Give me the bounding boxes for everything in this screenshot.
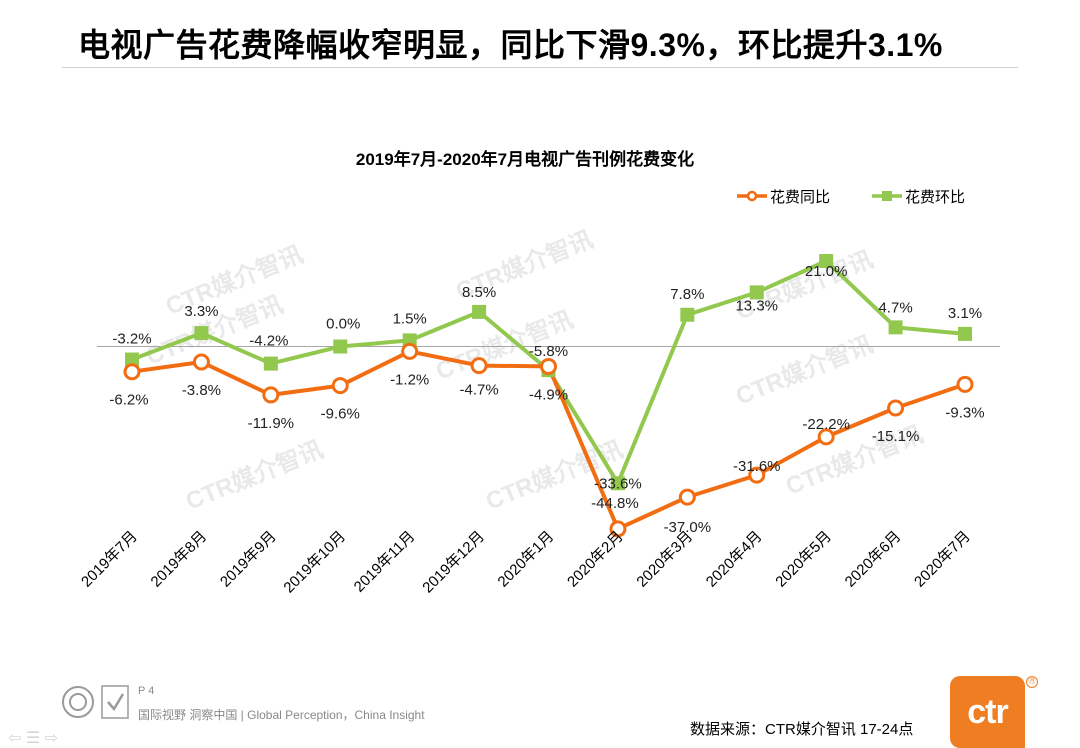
x-tick-label: 2020年4月 [703, 528, 766, 591]
data-label-mom: 1.5% [393, 310, 427, 327]
legend-marker-0 [746, 190, 758, 202]
legend-marker-1 [882, 191, 892, 201]
x-tick-label: 2019年7月 [78, 528, 141, 591]
data-label-mom: 3.3% [184, 303, 218, 320]
data-point-yoy [609, 520, 627, 538]
data-point-mom [125, 352, 139, 367]
data-label-yoy: -1.2% [390, 371, 429, 388]
x-tick-label: 2020年6月 [842, 528, 905, 591]
data-point-yoy [540, 357, 557, 375]
data-label-yoy: -31.6% [733, 458, 781, 475]
chart-title: 2019年7月-2020年7月电视广告刊例花费变化 [356, 149, 694, 169]
data-point-mom [888, 320, 903, 335]
data-point-yoy [678, 488, 696, 506]
x-tick-label: 2019年10月 [280, 528, 349, 597]
watermark-text: CTR媒介智讯 [732, 330, 877, 410]
series-line-yoy [131, 349, 966, 531]
data-label-yoy: -22.2% [802, 416, 850, 433]
data-point-yoy [262, 386, 280, 404]
data-source: 数据来源：CTR媒介智讯 17-24点 [690, 721, 914, 738]
watermark-text: CTR媒介智讯 [182, 435, 327, 515]
data-label-yoy: -9.6% [321, 406, 360, 423]
data-point-yoy [956, 375, 974, 393]
data-point-mom [680, 307, 695, 322]
data-point-yoy [817, 428, 835, 446]
data-point-yoy [123, 363, 141, 381]
data-point-mom [194, 326, 209, 341]
data-label-mom: -3.2% [112, 331, 151, 348]
footer-tagline: 国际视野 洞察中国 | Global Perception，China Insi… [138, 708, 425, 722]
data-point-mom [263, 356, 278, 371]
x-tick-label: 2020年2月 [564, 528, 627, 591]
data-point-yoy [192, 353, 210, 371]
data-label-mom: -5.8% [529, 343, 568, 360]
ctr-logo: ctr [950, 676, 1025, 748]
data-label-mom: 8.5% [462, 284, 496, 301]
data-label-yoy: -37.0% [664, 519, 712, 536]
data-label-yoy: -6.2% [109, 392, 148, 409]
legend-label-0: 花费同比 [770, 189, 830, 206]
title-divider [62, 67, 1018, 68]
x-tick-label: 2019年12月 [419, 528, 488, 597]
page-number: P 4 [138, 685, 155, 697]
data-label-yoy: -9.3% [945, 404, 984, 421]
x-tick-label: 2019年8月 [148, 528, 211, 591]
data-label-mom: 3.1% [948, 305, 982, 322]
data-label-mom: 4.7% [878, 299, 912, 316]
data-label-yoy: -11.9% [248, 415, 294, 432]
slide-title: 电视广告花费降幅收窄明显，同比下滑9.3%，环比提升3.1% [78, 27, 943, 63]
data-label-mom: 21.0% [805, 263, 848, 280]
data-label-yoy: -4.7% [459, 382, 498, 399]
x-tick-label: 2020年1月 [495, 528, 558, 591]
data-point-yoy [470, 357, 488, 375]
data-point-yoy [331, 377, 349, 395]
data-label-mom: 0.0% [326, 316, 360, 333]
data-point-mom [472, 304, 487, 319]
data-label-yoy: -3.8% [182, 382, 221, 399]
data-point-mom [958, 326, 972, 341]
data-label-mom: -33.6% [594, 475, 642, 492]
certification-logos [62, 682, 132, 722]
registered-mark-icon: ㊊ [1026, 676, 1038, 688]
x-tick-label: 2019年11月 [351, 528, 419, 596]
data-point-mom [749, 285, 764, 300]
data-point-mom [333, 339, 348, 354]
data-point-yoy [887, 399, 905, 417]
x-tick-label: 2020年7月 [911, 528, 974, 591]
data-label-mom: -4.2% [249, 333, 288, 350]
data-label-mom: 7.8% [670, 286, 704, 303]
x-tick-label: 2019年9月 [217, 528, 280, 591]
data-point-mom [819, 254, 834, 269]
data-label-yoy: -44.8% [591, 495, 639, 512]
data-point-yoy [748, 466, 766, 484]
data-label-yoy: -15.1% [872, 428, 920, 445]
data-point-yoy [401, 342, 419, 360]
data-label-yoy: -4.9% [529, 386, 568, 403]
nav-arrows-icon: ⇦ ☰ ⇨ [8, 730, 59, 747]
data-label-mom: 13.3% [735, 297, 778, 314]
data-point-mom [610, 476, 625, 491]
legend-label-1: 花费环比 [905, 189, 965, 206]
x-tick-label: 2020年3月 [633, 528, 696, 591]
x-tick-label: 2020年5月 [772, 528, 835, 591]
